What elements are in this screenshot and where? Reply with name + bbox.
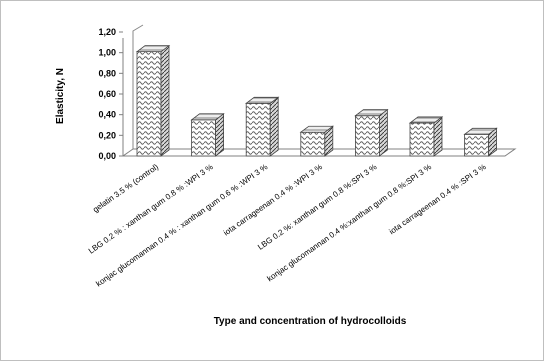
bar-top (354, 109, 389, 117)
x-category-label: iota carrageenan 0.4 % :SPI 3 % (387, 162, 487, 236)
bar-side (215, 113, 225, 157)
y-tick-label: 0,20 (98, 130, 116, 140)
x-axis-title: Type and concentration of hydrocolloids (214, 316, 407, 327)
y-tick-label: 0,00 (98, 151, 116, 161)
bar-front (354, 115, 380, 157)
y-tick-label: 1,00 (98, 48, 116, 58)
y-tick-label: 0,60 (98, 89, 116, 99)
bar-front (245, 102, 271, 157)
bar-top (190, 113, 225, 121)
bar (135, 44, 171, 157)
bar (299, 125, 334, 157)
y-tick-label: 0,80 (98, 68, 116, 78)
bar-front (300, 131, 326, 157)
bar-side (378, 108, 388, 157)
bar (463, 127, 498, 157)
bar-side (160, 44, 170, 157)
bars (135, 44, 498, 157)
bar-top (135, 45, 171, 53)
bar-side (433, 116, 443, 157)
y-tick-label: 1,20 (98, 27, 116, 37)
bar-top (408, 116, 444, 124)
x-category-label: iota carrageenan 0.4 % :WPI 3 % (222, 162, 324, 237)
bar-top (463, 127, 498, 135)
bar-front (136, 51, 162, 157)
bar-front (191, 119, 217, 157)
y-axis-title: Elasticity, N (55, 68, 66, 124)
y-tick-label: 0,40 (98, 110, 116, 120)
bar-top (299, 125, 334, 133)
bar-front (464, 133, 490, 157)
bar (190, 113, 225, 157)
bar (354, 108, 389, 157)
y-axis-ticks: 0,00 0,20 0,40 0,60 0,80 1,00 1,20 (98, 27, 123, 161)
bar (244, 96, 280, 157)
x-category-label: LBG 0.2 %: xanthan gum 0.8 %:SPI 3 % (256, 162, 378, 252)
bar-top (244, 96, 280, 104)
bar (408, 116, 444, 157)
bar-side (269, 96, 279, 157)
bar-front (409, 122, 435, 157)
x-axis-labels: gelatin 3.5 % (control)LBG 0.2 % : xanth… (87, 162, 488, 288)
back-wall (132, 24, 144, 149)
